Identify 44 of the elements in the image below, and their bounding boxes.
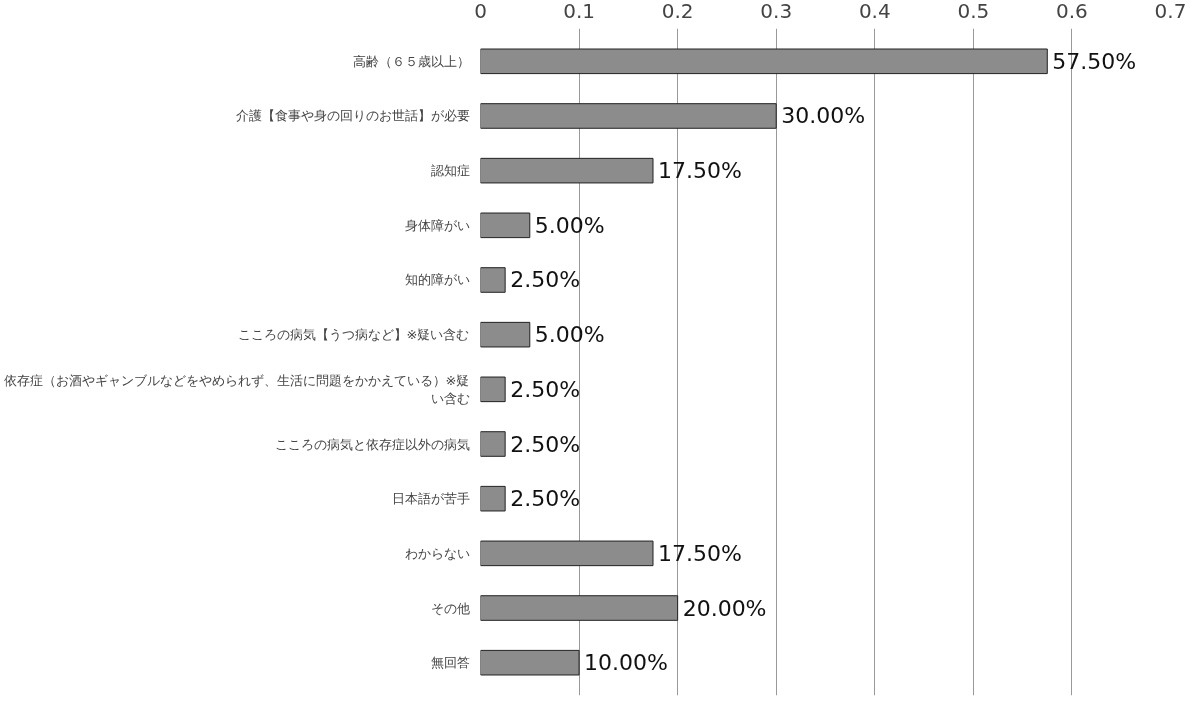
bar [480,595,679,621]
data-label: 2.50% [510,486,581,512]
x-tick-label: 0.6 [1056,0,1088,23]
x-tick-label: 0.2 [661,0,694,23]
bar [480,321,531,348]
y-tick-label: 介護【食事や身の回りのお世話】が必要 [235,108,470,124]
data-label: 10.00% [584,650,668,676]
data-label: 17.50% [658,158,742,184]
y-tick-label: こころの病気と依存症以外の病気 [274,436,470,452]
y-tick-label: 無回答 [430,655,470,671]
data-label: 5.00% [534,212,605,238]
y-tick-label: こころの病気【うつ病など】※疑い含む [237,327,470,343]
x-tick-label: 0.1 [563,0,595,23]
bar [480,48,1048,75]
data-label: 57.50% [1052,48,1137,74]
data-label: 2.50% [510,267,581,293]
y-tick-label: 認知症 [430,163,470,179]
data-label: 20.00% [682,595,767,621]
y-tick-label: 高齢（６５歳以上） [352,53,470,69]
data-label: 17.50% [658,540,742,566]
bar [480,212,531,239]
data-label: 2.50% [510,431,581,457]
y-tick-label: 身体障がい [404,217,470,233]
y-tick-label: その他 [430,600,470,616]
data-label: 2.50% [510,376,581,402]
x-tick-label: 0.3 [760,0,793,23]
y-tick-label: 依存症（お酒やギャンブルなどをやめられず、生活に問題をかかえている）※疑い含む [3,372,470,406]
bar [480,431,506,457]
bar [480,267,506,293]
y-tick-label: わからない [404,545,470,561]
bar [480,103,777,129]
y-tick-label: 知的障がい [404,272,470,288]
y-tick-label: 日本語が苦手 [391,491,470,507]
x-tick-label: 0.7 [1154,0,1187,23]
x-tick-label: 0.4 [858,0,891,23]
data-label: 30.00% [781,103,866,129]
x-tick-label: 0 [474,0,487,23]
data-label: 5.00% [534,322,605,348]
bar [480,649,580,676]
bar [480,376,506,403]
bar [480,485,506,512]
bar [480,157,654,184]
bar [480,540,654,567]
x-tick-label: 0.5 [957,0,990,23]
